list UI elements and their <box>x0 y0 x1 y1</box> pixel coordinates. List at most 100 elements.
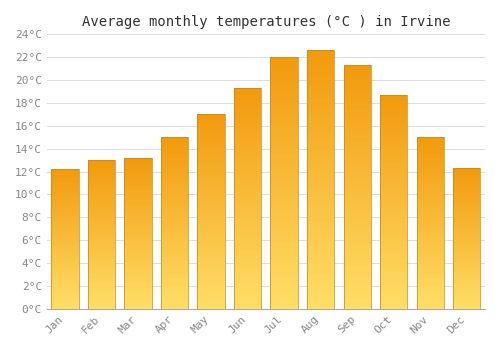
Bar <box>270 271 298 274</box>
Bar <box>124 183 152 185</box>
Bar <box>234 141 262 143</box>
Bar <box>124 215 152 217</box>
Bar <box>344 221 371 224</box>
Bar <box>416 158 444 160</box>
Bar <box>344 141 371 143</box>
Bar <box>124 295 152 297</box>
Bar <box>161 269 188 271</box>
Bar <box>234 203 262 205</box>
Bar <box>234 216 262 218</box>
Bar <box>307 252 334 254</box>
Bar <box>88 262 116 264</box>
Bar <box>307 213 334 216</box>
Bar <box>453 300 480 302</box>
Bar <box>161 166 188 168</box>
Bar <box>52 222 79 224</box>
Bar <box>380 97 407 99</box>
Bar <box>234 170 262 172</box>
Bar <box>88 288 116 289</box>
Bar <box>161 285 188 286</box>
Bar <box>307 286 334 288</box>
Bar <box>453 227 480 229</box>
Bar <box>416 262 444 264</box>
Bar <box>416 153 444 154</box>
Bar <box>52 221 79 222</box>
Bar <box>453 169 480 171</box>
Bar <box>453 303 480 304</box>
Bar <box>198 248 225 251</box>
Bar <box>234 285 262 287</box>
Bar <box>88 169 116 170</box>
Bar <box>453 184 480 185</box>
Bar <box>52 254 79 256</box>
Bar <box>344 146 371 148</box>
Bar <box>161 144 188 146</box>
Bar <box>270 276 298 279</box>
Bar <box>52 184 79 186</box>
Bar <box>88 230 116 231</box>
Bar <box>88 184 116 186</box>
Bar <box>307 267 334 270</box>
Bar <box>161 257 188 259</box>
Bar <box>198 140 225 142</box>
Bar <box>344 187 371 189</box>
Bar <box>198 287 225 289</box>
Bar <box>307 79 334 81</box>
Bar <box>453 284 480 285</box>
Bar <box>52 252 79 253</box>
Bar <box>124 259 152 260</box>
Bar <box>344 168 371 170</box>
Bar <box>307 229 334 231</box>
Bar <box>453 187 480 188</box>
Bar <box>88 229 116 230</box>
Bar <box>270 80 298 82</box>
Bar <box>307 236 334 239</box>
Bar <box>198 138 225 140</box>
Bar <box>161 194 188 196</box>
Bar <box>52 208 79 210</box>
Bar <box>344 204 371 206</box>
Bar <box>124 170 152 172</box>
Bar <box>234 220 262 223</box>
Bar <box>52 296 79 297</box>
Bar <box>88 270 116 272</box>
Bar <box>270 306 298 309</box>
Bar <box>234 198 262 201</box>
Bar <box>198 229 225 231</box>
Bar <box>88 208 116 209</box>
Bar <box>161 297 188 299</box>
Bar <box>453 201 480 202</box>
Bar <box>88 246 116 248</box>
Bar <box>234 196 262 198</box>
Bar <box>270 279 298 281</box>
Bar <box>307 63 334 66</box>
Bar <box>161 303 188 305</box>
Bar <box>453 213 480 215</box>
Bar <box>234 163 262 165</box>
Bar <box>380 210 407 212</box>
Bar <box>344 180 371 182</box>
Bar <box>198 196 225 198</box>
Bar <box>307 169 334 172</box>
Bar <box>380 221 407 223</box>
Bar <box>198 161 225 163</box>
Bar <box>380 142 407 144</box>
Bar <box>453 276 480 278</box>
Bar <box>380 183 407 185</box>
Bar <box>161 201 188 202</box>
Bar <box>453 278 480 279</box>
Bar <box>161 218 188 219</box>
Bar <box>416 285 444 286</box>
Bar <box>88 292 116 294</box>
Bar <box>161 307 188 309</box>
Bar <box>416 177 444 178</box>
Bar <box>270 70 298 72</box>
Bar <box>270 92 298 95</box>
Bar <box>270 233 298 236</box>
Bar <box>307 198 334 200</box>
Bar <box>307 257 334 260</box>
Bar <box>234 168 262 170</box>
Bar <box>198 211 225 214</box>
Bar <box>344 211 371 214</box>
Bar <box>234 95 262 97</box>
